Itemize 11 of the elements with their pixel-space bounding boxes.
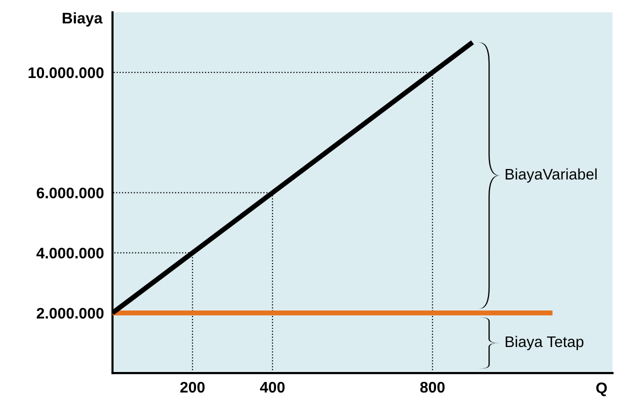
annotation: BiayaVariabel	[506, 168, 597, 183]
x-tick-label: 400	[260, 382, 285, 393]
y-tick-label: 10.000.000	[28, 67, 104, 78]
x-tick-label: 800	[420, 382, 445, 393]
annotation: Biaya Tetap	[506, 336, 584, 350]
x-tick-label: 200	[180, 382, 205, 393]
y-tick-label: 2.000.000	[36, 308, 104, 319]
x-axis-title: Q	[596, 382, 607, 396]
y-tick-label: 6.000.000	[36, 188, 104, 198]
y-tick-label: 4.000.000	[36, 248, 104, 259]
y-axis-title: Biaya	[62, 12, 103, 27]
